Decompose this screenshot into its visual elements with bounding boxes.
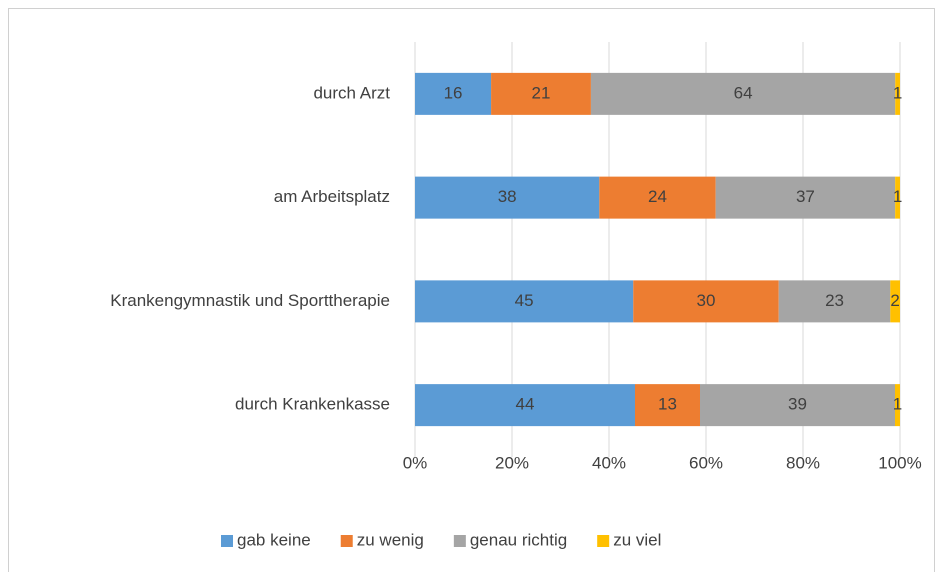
data-label: 1 [893,187,902,206]
bar-segment [895,72,900,115]
legend-label: zu viel [613,530,661,549]
data-label: 37 [796,187,815,206]
bar-segment [415,176,600,219]
x-tick-label: 80% [786,453,820,472]
data-label: 24 [648,187,667,206]
data-label: 21 [532,83,551,102]
x-tick-label: 40% [592,453,626,472]
bar-segment [700,384,895,427]
bar-segment [415,384,635,427]
data-label: 64 [734,83,753,102]
data-label: 2 [890,291,899,310]
x-tick-label: 20% [495,453,529,472]
bar-segment [491,72,591,115]
x-tick-label: 0% [403,453,428,472]
legend-label: gab keine [237,530,311,549]
data-label: 16 [444,83,463,102]
bar-segment [415,72,492,115]
y-tick-label: am Arbeitsplatz [274,187,390,206]
y-tick-label: durch Krankenkasse [235,395,390,414]
bar-segment [590,72,896,115]
data-label: 1 [893,395,902,414]
data-label: 39 [788,395,807,414]
bar-segment [599,176,716,219]
bar-segment [895,384,900,427]
x-tick-label: 60% [689,453,723,472]
bar-segment [415,280,634,323]
data-label: 13 [658,395,677,414]
y-tick-label: Krankengymnastik und Sporttherapie [110,291,390,310]
legend-label: genau richtig [470,530,567,549]
legend-swatch [340,535,353,547]
data-label: 30 [697,291,716,310]
x-tick-label: 100% [878,453,921,472]
data-label: 45 [515,291,534,310]
data-label: 38 [498,187,517,206]
legend-swatch [597,535,610,547]
bar-segment [633,280,779,323]
bar-segment [778,280,891,323]
bar-segment [715,176,896,219]
bar-segment [890,280,900,323]
data-label: 23 [825,291,844,310]
data-label: 1 [893,83,902,102]
bar-segment [895,176,900,219]
bar-segment [635,384,700,427]
legend-swatch [453,535,466,547]
data-label: 44 [516,395,535,414]
y-tick-label: durch Arzt [313,83,390,102]
legend-swatch [221,535,233,547]
legend-label: zu wenig [357,530,424,549]
